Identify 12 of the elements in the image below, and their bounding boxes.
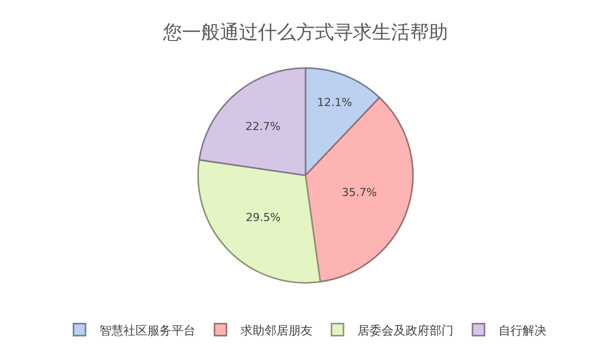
chart-title: 您一般通过什么方式寻求生活帮助 [162, 22, 448, 44]
pie-slice [198, 67, 306, 176]
data-label: 22.7% [246, 120, 280, 133]
legend-label: 自行解决 [498, 323, 546, 338]
legend-label: 居委会及政府部门 [358, 323, 454, 338]
data-label: 29.5% [246, 210, 281, 224]
legend-label: 智慧社区服务平台 [100, 323, 196, 338]
legend-label: 求助邻居朋友 [240, 323, 312, 338]
pie-slice [304, 96, 414, 283]
data-label: 35.7% [342, 186, 377, 200]
data-label: 12.1% [317, 96, 352, 110]
pie-slice [197, 159, 322, 284]
